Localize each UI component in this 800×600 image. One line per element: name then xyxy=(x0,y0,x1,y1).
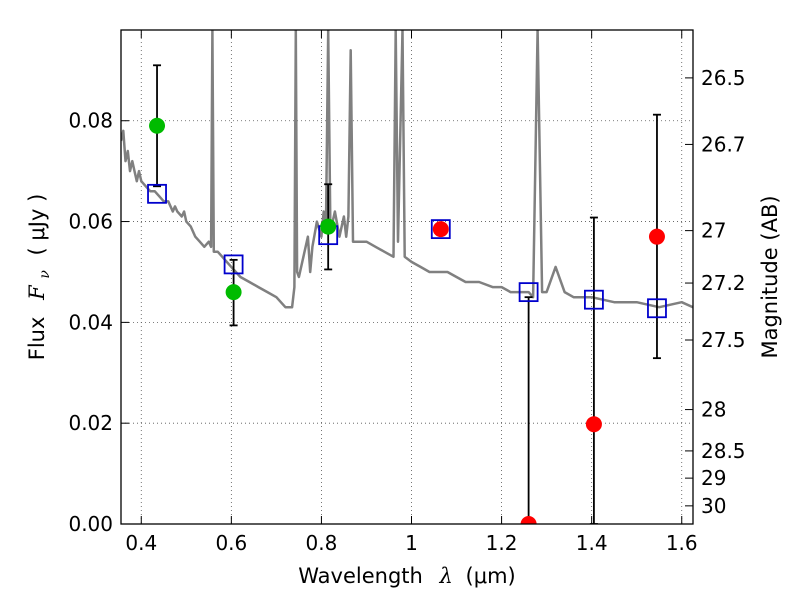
model-photometry-square xyxy=(647,298,667,319)
y-axis-label-unit: ( μJy ) xyxy=(25,194,49,256)
y-axis-label-subscript: ν xyxy=(37,270,53,279)
x-axis-label: Wavelength λ (μm) xyxy=(298,564,515,588)
y2-axis-label: Magnitude (AB) xyxy=(758,195,782,358)
y2-tick-label: 26.5 xyxy=(701,66,746,90)
x-axis-label-unit: (μm) xyxy=(466,564,516,588)
y-axis-label-text: Flux xyxy=(25,317,49,361)
y-tick-label: 0.06 xyxy=(68,210,113,234)
y2-tick-label: 29 xyxy=(701,466,726,490)
y-axis-label-symbol: F xyxy=(25,284,49,301)
model-photometry-square xyxy=(147,183,167,204)
detection-point xyxy=(149,117,166,134)
y2-tick-label: 26.7 xyxy=(701,132,746,156)
spectrum-line xyxy=(121,30,693,309)
model-photometry-square xyxy=(584,289,604,310)
x-tick-label: 1.4 xyxy=(576,531,608,555)
y2-tick-label: 27.5 xyxy=(701,328,746,352)
x-tick-label: 0.4 xyxy=(125,531,157,555)
y-tick-label: 0.04 xyxy=(68,310,113,334)
axis-ticks: 0.4 0.6 0.8 1 1.2 1.4 1.6 0.00 0.02 0.04 0.06 0.08 2… xyxy=(68,30,746,555)
model-photometry-square xyxy=(518,282,539,303)
model-photometry-square xyxy=(223,254,244,275)
detection-point xyxy=(320,218,337,235)
observed-photometry-layer xyxy=(149,117,665,524)
non-detection-point xyxy=(585,416,602,433)
y2-tick-label: 28.5 xyxy=(701,439,746,463)
non-detection-point xyxy=(648,228,665,245)
model-photometry-layer xyxy=(147,183,667,319)
x-axis-label-symbol: λ xyxy=(439,564,453,588)
y-tick-label: 0.02 xyxy=(68,411,113,435)
non-detection-point xyxy=(432,221,449,238)
x-axis-label-text: Wavelength xyxy=(298,564,423,588)
x-tick-label: 1.2 xyxy=(486,531,518,555)
grid-lines xyxy=(121,30,693,525)
y2-tick-label: 28 xyxy=(701,398,726,422)
y2-tick-label: 27.2 xyxy=(701,271,746,295)
y-axis-label: Flux F ν ( μJy ) xyxy=(25,194,54,361)
y-tick-label: 0.00 xyxy=(68,512,113,536)
y2-tick-label: 30 xyxy=(701,494,726,518)
plot-frame xyxy=(120,29,694,525)
x-tick-label: 0.8 xyxy=(306,531,338,555)
x-tick-label: 1 xyxy=(405,531,418,555)
non-detection-point xyxy=(520,516,537,524)
model-photometry-square xyxy=(430,219,451,240)
spectrum-layer xyxy=(121,30,693,309)
detection-point xyxy=(225,284,242,301)
x-tick-label: 1.6 xyxy=(666,531,698,555)
y-tick-label: 0.08 xyxy=(68,109,113,133)
x-tick-label: 0.6 xyxy=(215,531,247,555)
y2-tick-label: 27 xyxy=(701,219,726,243)
